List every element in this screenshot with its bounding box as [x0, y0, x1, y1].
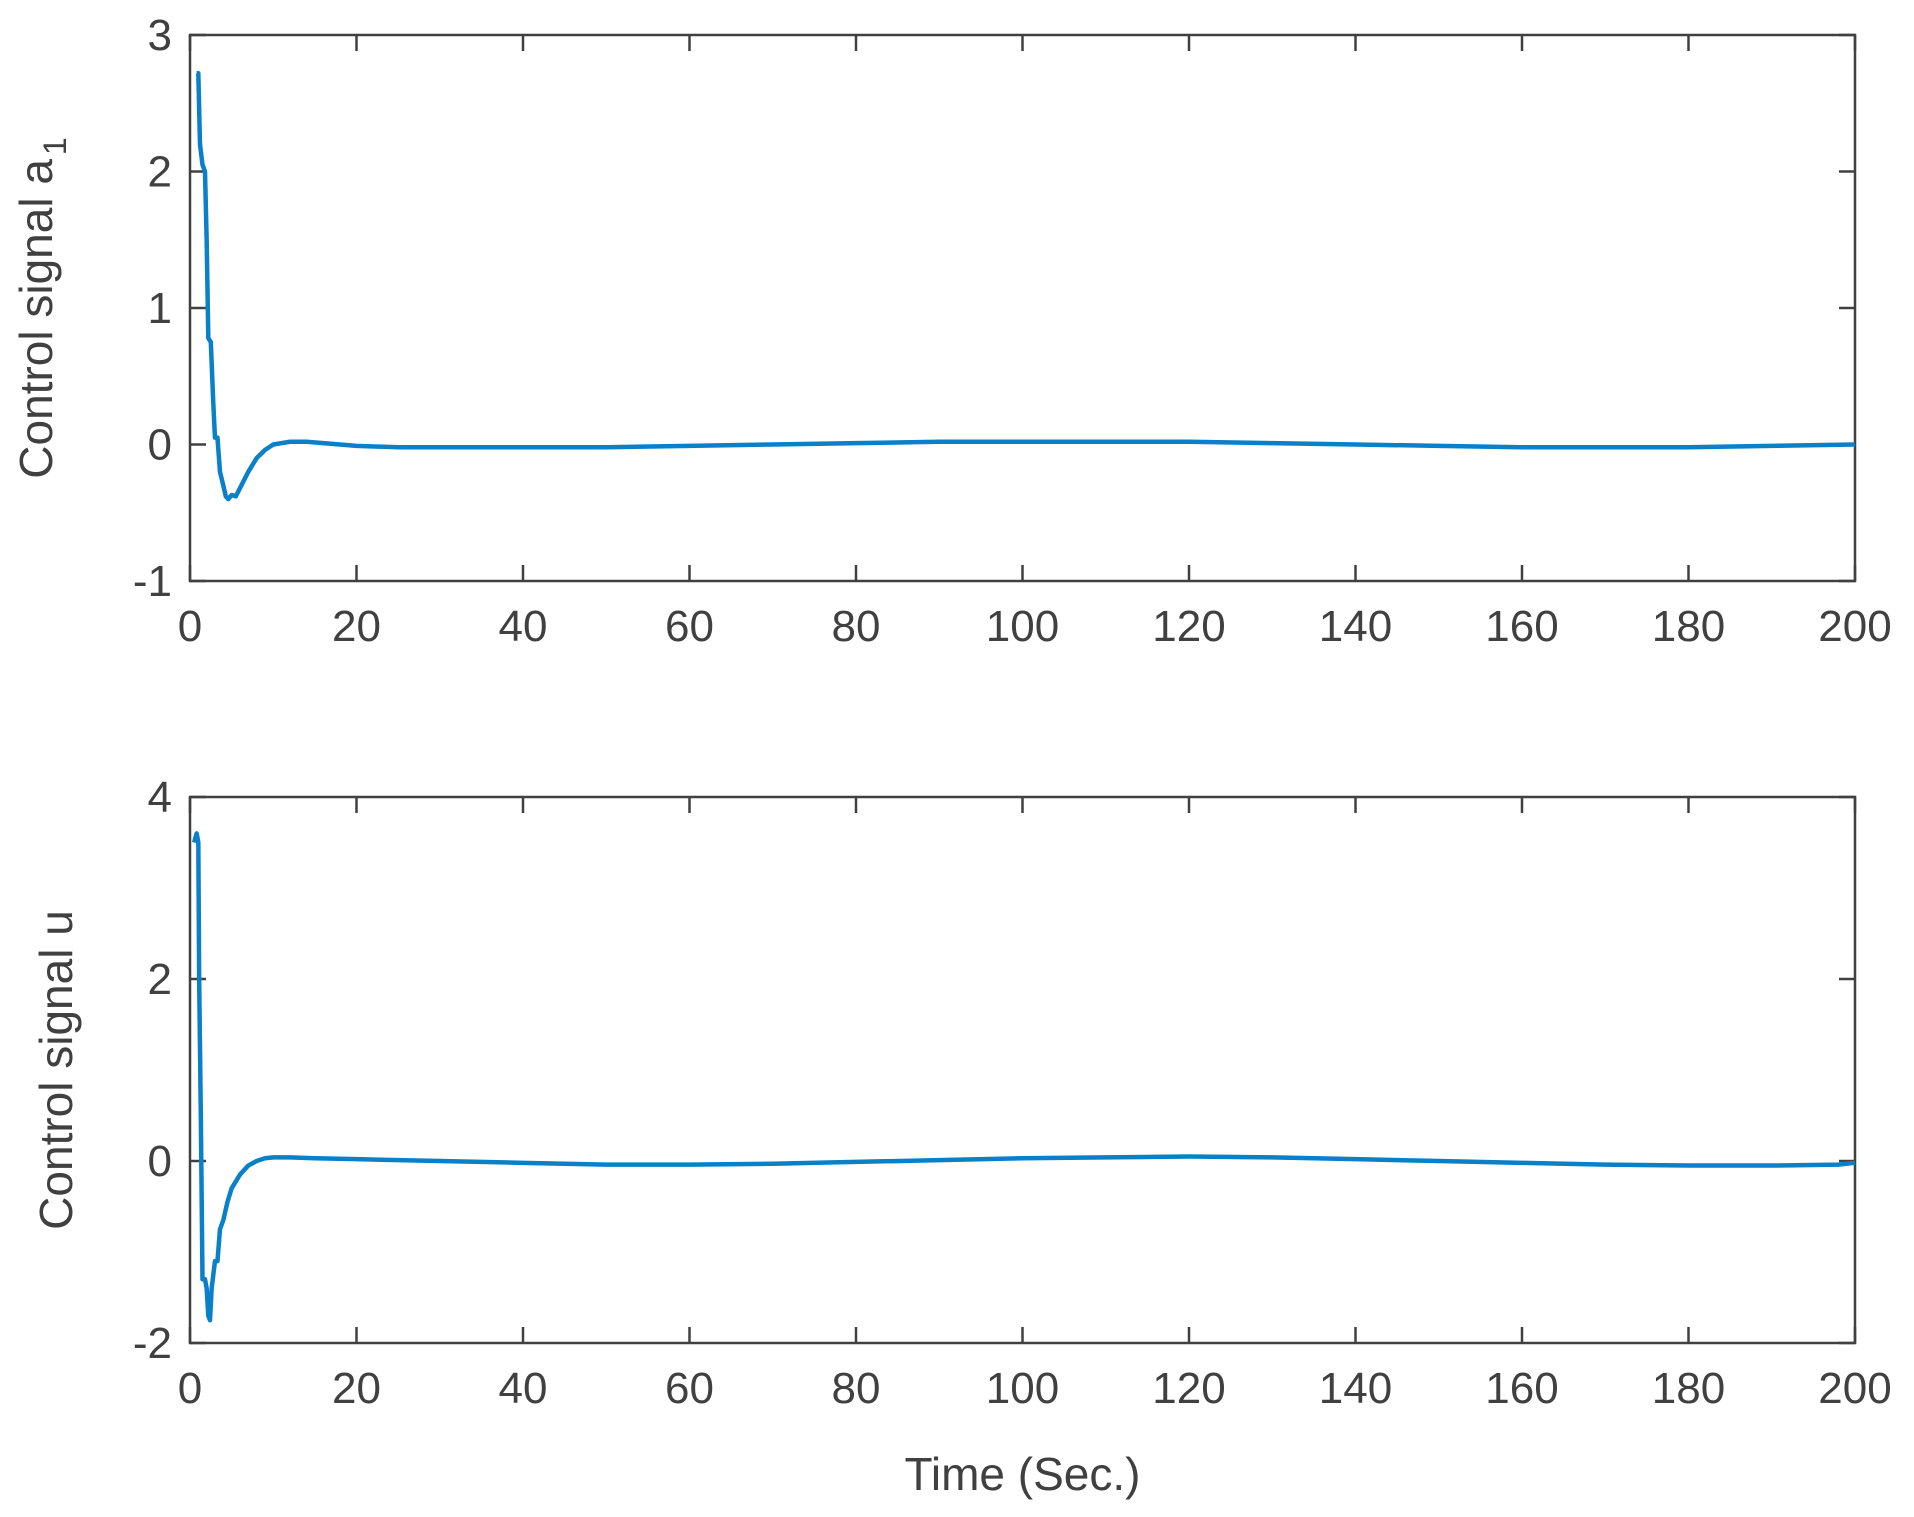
- x-axis-ticks: 0 20 40 60 80 100 120 140 160 180 200: [178, 35, 1892, 651]
- y-tick-label: 2: [148, 955, 172, 1004]
- y-tick-label: -2: [133, 1319, 172, 1368]
- y-axis-label: Control signal u: [30, 910, 82, 1230]
- y-tick-label: 4: [148, 773, 172, 822]
- y-axis-label-main: Control signal a: [10, 159, 62, 479]
- y-tick-label: 2: [148, 148, 172, 197]
- x-tick-label: 180: [1652, 602, 1725, 651]
- series-line: [191, 831, 1856, 1323]
- y-axis-label-main: Control signal u: [30, 910, 82, 1230]
- x-tick-label: 100: [986, 602, 1059, 651]
- y-tick-label: 1: [148, 284, 172, 333]
- y-axis-ticks: -2 0 2 4: [133, 773, 1855, 1368]
- x-tick-label: 100: [986, 1364, 1059, 1413]
- x-tick-label: 180: [1652, 1364, 1725, 1413]
- y-tick-label: -1: [133, 557, 172, 606]
- plot-area-frame: [188, 33, 1857, 583]
- x-tick-label: 0: [178, 1364, 202, 1413]
- x-tick-label: 0: [178, 602, 202, 651]
- y-axis-label-subscript: 1: [37, 137, 73, 155]
- x-tick-label: 20: [332, 602, 381, 651]
- x-tick-label: 80: [832, 602, 881, 651]
- y-axis-ticks: -1 0 1 2 3: [133, 11, 1855, 606]
- x-tick-label: 200: [1818, 1364, 1891, 1413]
- x-tick-label: 20: [332, 1364, 381, 1413]
- x-tick-label: 40: [499, 602, 548, 651]
- x-tick-label: 40: [499, 1364, 548, 1413]
- x-tick-label: 80: [832, 1364, 881, 1413]
- x-tick-label: 120: [1152, 602, 1225, 651]
- x-tick-label: 140: [1319, 602, 1392, 651]
- x-tick-label: 60: [665, 602, 714, 651]
- x-tick-label: 160: [1485, 602, 1558, 651]
- x-axis-ticks: 0 20 40 60 80 100 120 140 160 180 200: [178, 797, 1892, 1413]
- y-tick-label: 0: [148, 1137, 172, 1186]
- y-axis-label: Control signal a 1: [10, 137, 73, 478]
- x-tick-label: 140: [1319, 1364, 1392, 1413]
- plot-area-frame: [188, 795, 1857, 1345]
- y-tick-label: 3: [148, 11, 172, 60]
- x-axis-label: Time (Sec.): [905, 1448, 1141, 1500]
- y-tick-label: 0: [148, 421, 172, 470]
- x-tick-label: 120: [1152, 1364, 1225, 1413]
- x-tick-label: 60: [665, 1364, 714, 1413]
- x-tick-label: 160: [1485, 1364, 1558, 1413]
- x-tick-label: 200: [1818, 602, 1891, 651]
- series-line: [196, 70, 1856, 502]
